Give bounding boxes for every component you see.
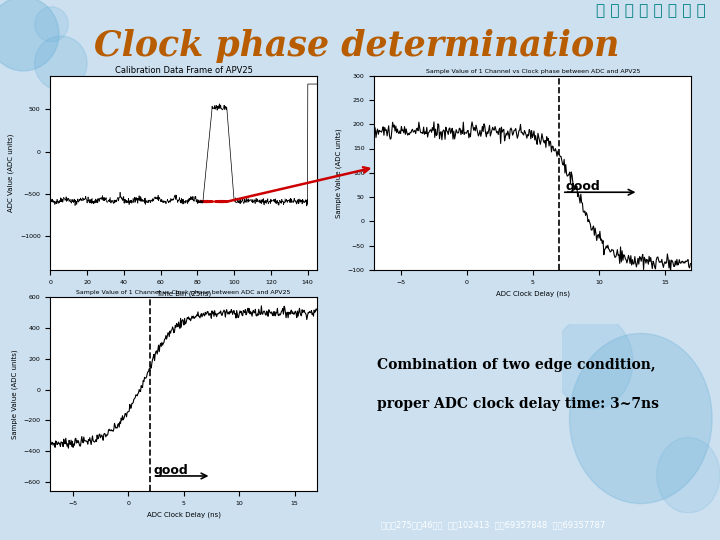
- Text: proper ADC clock delay time: 3~7ns: proper ADC clock delay time: 3~7ns: [377, 397, 660, 411]
- Circle shape: [0, 0, 59, 71]
- X-axis label: ADC Clock Delay (ns): ADC Clock Delay (ns): [496, 291, 570, 297]
- Text: 北京市275信箱46分箱  邮编102413  电话69357848  传真69357787: 北京市275信箱46分箱 邮编102413 电话69357848 传真69357…: [381, 521, 606, 530]
- X-axis label: Time Bin (25ns): Time Bin (25ns): [156, 291, 211, 297]
- Circle shape: [554, 314, 633, 409]
- Y-axis label: Sample Value (ADC units): Sample Value (ADC units): [12, 349, 18, 439]
- Circle shape: [35, 7, 68, 42]
- Y-axis label: ADC Value (ADC units): ADC Value (ADC units): [8, 133, 14, 212]
- X-axis label: ADC Clock Delay (ns): ADC Clock Delay (ns): [147, 512, 220, 518]
- Text: good: good: [566, 180, 600, 193]
- Circle shape: [570, 334, 712, 503]
- Text: 核 数 据 重 点 实 验 室: 核 数 据 重 点 实 验 室: [596, 3, 706, 18]
- Text: Combination of two edge condition,: Combination of two edge condition,: [377, 358, 656, 372]
- Title: Calibration Data Frame of APV25: Calibration Data Frame of APV25: [114, 66, 253, 75]
- Circle shape: [35, 36, 87, 90]
- Circle shape: [657, 437, 720, 513]
- Text: Clock phase determination: Clock phase determination: [94, 29, 619, 63]
- Y-axis label: Sample Value (ADC units): Sample Value (ADC units): [336, 128, 342, 218]
- Title: Sample Value of 1 Channel vs Clock phase between ADC and APV25: Sample Value of 1 Channel vs Clock phase…: [76, 290, 291, 295]
- Title: Sample Value of 1 Channel vs Clock phase between ADC and APV25: Sample Value of 1 Channel vs Clock phase…: [426, 69, 640, 74]
- Text: good: good: [153, 464, 189, 477]
